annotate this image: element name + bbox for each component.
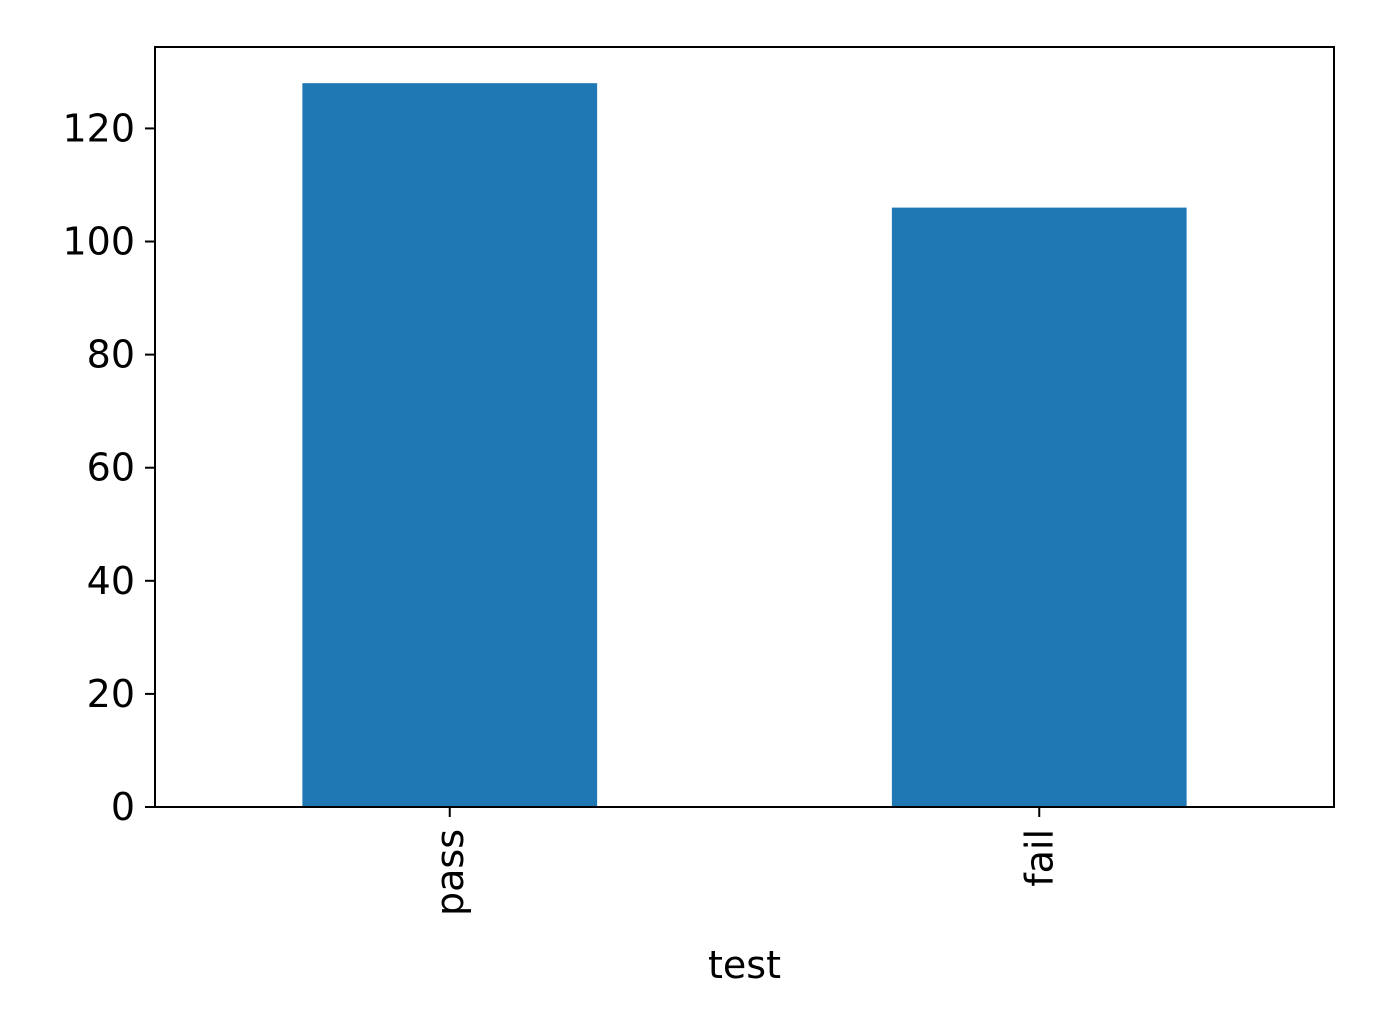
y-tick-label: 60 (87, 446, 135, 490)
y-tick-label: 40 (87, 559, 135, 603)
plot-frame (154, 46, 1335, 808)
y-tick-label: 100 (62, 220, 135, 264)
bar-fail (891, 207, 1187, 808)
bar-pass (302, 83, 598, 807)
x-tick-label-pass: pass (428, 829, 472, 916)
y-tick-label: 80 (87, 333, 135, 377)
y-tick-label: 20 (87, 672, 135, 716)
x-axis-title: test (708, 943, 781, 987)
x-tick-label-fail: fail (1017, 829, 1061, 887)
y-axis: 0 20 40 60 80 100 120 (62, 106, 155, 829)
y-tick-label: 120 (62, 106, 135, 150)
x-axis: pass fail (428, 807, 1061, 916)
bars-layer (302, 83, 1187, 808)
y-tick-label: 0 (111, 785, 135, 829)
